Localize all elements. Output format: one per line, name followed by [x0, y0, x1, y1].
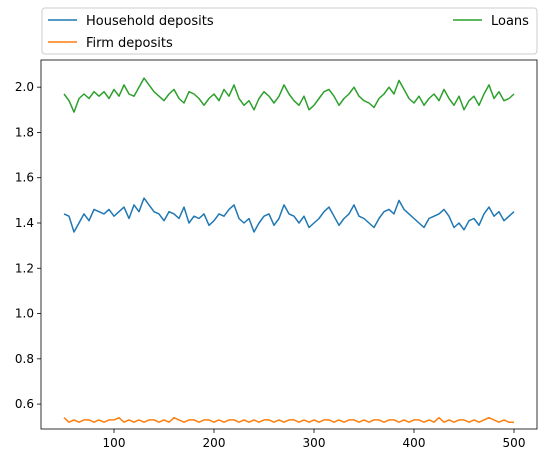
legend-label-household-deposits: Household deposits [86, 14, 214, 29]
axis-ticks: 100 200 300 400 500 0.6 0.8 1.0 1.2 1.4 1.6 1.8 2.0 [15, 80, 526, 450]
legend-frame [41, 7, 538, 55]
y-tick-label: 0.6 [15, 397, 34, 411]
series-line-loans [63, 77, 515, 113]
series-line-firm-deposits [63, 416, 514, 423]
y-tick-label: 1.8 [15, 125, 34, 139]
series-layer [63, 77, 515, 423]
legend-label-firm-deposits: Firm deposits [86, 36, 173, 51]
y-tick-label: 2.0 [15, 80, 34, 94]
x-tick-label: 300 [303, 436, 326, 450]
x-tick-label: 500 [503, 436, 526, 450]
y-tick-label: 1.2 [15, 261, 34, 275]
x-tick-label: 100 [103, 436, 126, 450]
series-line-household-deposits [63, 197, 515, 233]
plot-area [40, 59, 538, 430]
y-tick-label: 1.6 [15, 171, 34, 185]
legend-label-loans: Loans [491, 14, 529, 29]
legend: Household deposits Firm deposits Loans [41, 7, 538, 55]
y-tick-label: 1.4 [15, 216, 34, 230]
x-tick-label: 400 [403, 436, 426, 450]
y-tick-label: 0.8 [15, 352, 34, 366]
x-tick-label: 200 [203, 436, 226, 450]
y-tick-label: 1.0 [15, 307, 34, 321]
